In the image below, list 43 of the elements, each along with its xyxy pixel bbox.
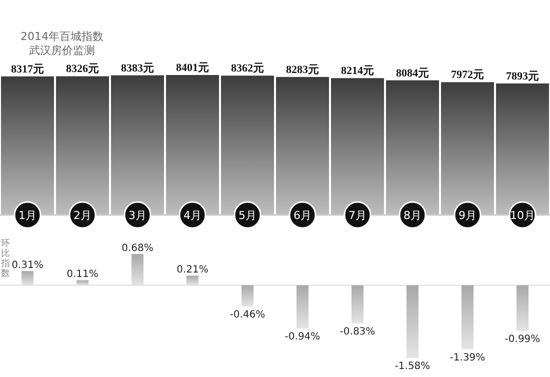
x-tick-label: 1月 <box>18 209 36 222</box>
bar <box>76 280 88 286</box>
data-label: 7893元 <box>506 70 539 82</box>
bar <box>242 285 254 306</box>
data-label: 8317元 <box>11 63 44 76</box>
data-label: 8401元 <box>176 62 209 74</box>
x-tick-label: 4月 <box>184 209 202 222</box>
data-label: -1.58% <box>394 361 430 372</box>
data-label: 8383元 <box>121 62 154 74</box>
x-tick-label: 7月 <box>348 209 366 222</box>
data-label: 8283元 <box>286 64 319 76</box>
x-tick-label: 5月 <box>238 209 256 222</box>
bar <box>516 285 528 331</box>
data-label: 8326元 <box>66 63 99 76</box>
bar <box>186 276 198 286</box>
data-label: 8084元 <box>396 67 429 80</box>
data-label: 0.31% <box>12 260 44 272</box>
data-label: 0.11% <box>66 269 98 280</box>
bar <box>296 285 308 329</box>
x-tick-label: 3月 <box>128 209 146 222</box>
bar <box>22 271 34 286</box>
data-label: -0.94% <box>284 332 320 343</box>
x-tick-label: 2月 <box>74 209 92 222</box>
x-tick-label: 9月 <box>458 209 476 222</box>
data-label: -1.39% <box>450 352 486 364</box>
x-tick-label: 10月 <box>510 209 535 222</box>
chart-subtitle: 武汉房价监测 <box>29 44 95 57</box>
x-tick-label: 8月 <box>404 209 422 222</box>
data-label: 0.68% <box>122 243 154 254</box>
data-label: 8362元 <box>231 62 264 75</box>
x-tick-label: 6月 <box>294 209 312 222</box>
data-label: 0.21% <box>176 264 208 276</box>
y-axis-title: 环比指数 <box>0 239 10 279</box>
bar <box>462 285 474 350</box>
data-label: 7972元 <box>451 69 484 82</box>
bar <box>132 254 144 286</box>
data-label: -0.99% <box>504 334 540 345</box>
chart-title: 2014年百城指数 <box>20 30 104 43</box>
data-label: 8214元 <box>341 65 374 78</box>
bar <box>352 285 364 324</box>
bar <box>406 285 418 358</box>
data-label: -0.83% <box>340 326 376 338</box>
data-label: -0.46% <box>230 309 266 320</box>
